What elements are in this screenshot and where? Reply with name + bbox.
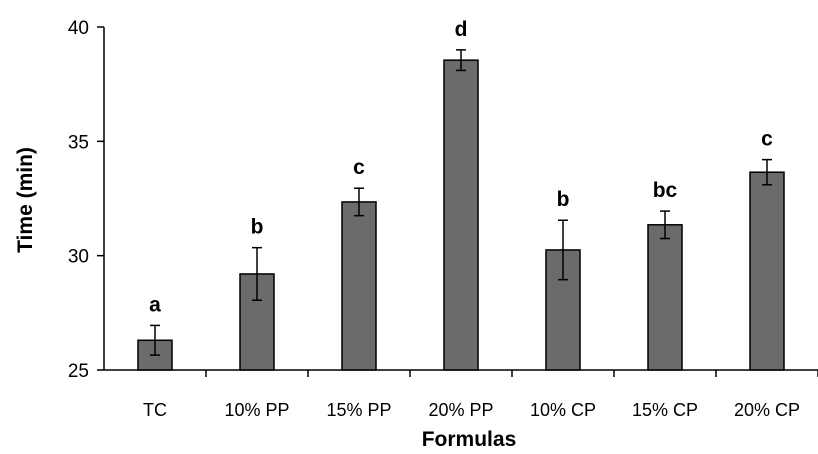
x-category-label: 10% CP <box>530 400 596 420</box>
significance-label: b <box>251 216 264 239</box>
y-tick-label: 40 <box>68 18 89 39</box>
x-axis-title: Formulas <box>422 428 517 451</box>
x-axis: TC 10% PP 15% PP 20% PP 10% CP 15% CP 20% CP <box>104 369 818 420</box>
y-axis: 25 30 35 40 <box>68 18 105 382</box>
x-category-label: 15% PP <box>326 400 391 420</box>
significance-label: d <box>455 18 468 41</box>
bar <box>341 201 377 371</box>
bar <box>647 224 683 371</box>
significance-label: c <box>761 128 773 151</box>
significance-label: bc <box>653 179 678 202</box>
y-tick-label: 30 <box>68 247 89 268</box>
x-category-label: 15% CP <box>632 400 698 420</box>
x-category-label: 10% PP <box>224 400 289 420</box>
y-tick-label: 35 <box>68 132 89 153</box>
y-axis-title: Time (min) <box>14 147 37 253</box>
significance-label: c <box>353 156 365 179</box>
x-category-label: 20% CP <box>734 400 800 420</box>
x-category-label: TC <box>143 400 167 420</box>
bar <box>749 171 785 371</box>
bar <box>443 59 479 371</box>
significance-label: b <box>557 188 570 211</box>
x-category-label: 20% PP <box>428 400 493 420</box>
y-tick-label: 25 <box>68 361 89 382</box>
significance-label: a <box>149 293 161 316</box>
